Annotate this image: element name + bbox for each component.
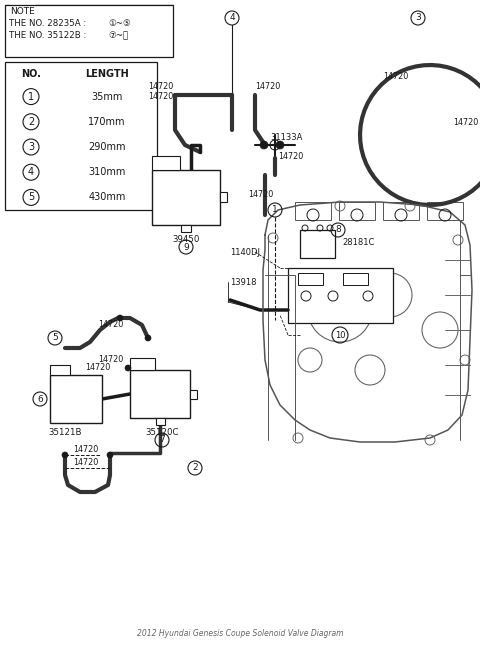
Circle shape bbox=[62, 452, 68, 458]
Text: 1140DJ: 1140DJ bbox=[230, 248, 260, 257]
Bar bbox=[220, 192, 227, 202]
Text: 1: 1 bbox=[272, 205, 278, 214]
Text: 14720: 14720 bbox=[453, 118, 478, 127]
Text: 14720: 14720 bbox=[98, 355, 123, 364]
Text: 3: 3 bbox=[28, 142, 34, 152]
Text: 8: 8 bbox=[335, 226, 341, 235]
Circle shape bbox=[145, 335, 151, 341]
Text: 170mm: 170mm bbox=[88, 117, 126, 127]
Text: LENGTH: LENGTH bbox=[85, 69, 129, 79]
Text: ⑦~⑪: ⑦~⑪ bbox=[108, 31, 128, 40]
Text: 5: 5 bbox=[52, 334, 58, 343]
Text: THE NO. 28235A :: THE NO. 28235A : bbox=[9, 19, 86, 28]
Circle shape bbox=[117, 315, 123, 321]
Text: NOTE: NOTE bbox=[10, 7, 35, 16]
Text: 28181C: 28181C bbox=[342, 238, 374, 247]
Text: 6: 6 bbox=[37, 395, 43, 404]
Circle shape bbox=[260, 141, 268, 149]
Bar bbox=[190, 390, 197, 399]
Bar bbox=[152, 170, 220, 225]
Text: ①~⑤: ①~⑤ bbox=[108, 19, 131, 28]
Text: 7: 7 bbox=[159, 435, 165, 445]
Bar bbox=[427, 202, 463, 220]
Text: 14720: 14720 bbox=[73, 445, 98, 454]
Text: NO.: NO. bbox=[21, 69, 41, 79]
Text: 14720: 14720 bbox=[148, 82, 173, 91]
Text: 2012 Hyundai Genesis Coupe Solenoid Valve Diagram: 2012 Hyundai Genesis Coupe Solenoid Valv… bbox=[137, 629, 343, 638]
Text: 290mm: 290mm bbox=[88, 142, 126, 152]
Bar bbox=[298, 273, 323, 285]
Bar bbox=[50, 375, 102, 423]
Bar bbox=[383, 202, 419, 220]
Circle shape bbox=[125, 365, 131, 371]
Text: 14720: 14720 bbox=[248, 190, 273, 199]
Text: 4: 4 bbox=[229, 14, 235, 23]
Bar bbox=[130, 370, 190, 418]
Text: 4: 4 bbox=[28, 167, 34, 177]
Bar bbox=[339, 202, 375, 220]
Circle shape bbox=[276, 141, 284, 149]
Text: 35121B: 35121B bbox=[48, 428, 82, 437]
Bar bbox=[295, 202, 331, 220]
Bar bbox=[5, 62, 157, 210]
Text: 35120C: 35120C bbox=[145, 428, 179, 437]
Bar bbox=[343, 273, 368, 285]
Text: 1: 1 bbox=[28, 91, 34, 102]
Text: 13918: 13918 bbox=[230, 278, 256, 287]
Text: 14720: 14720 bbox=[73, 458, 98, 467]
Text: 430mm: 430mm bbox=[88, 192, 126, 202]
Text: 2: 2 bbox=[192, 463, 198, 472]
Bar bbox=[300, 230, 335, 258]
Text: 14720: 14720 bbox=[148, 92, 173, 101]
Bar bbox=[156, 418, 165, 425]
Text: 2: 2 bbox=[28, 117, 34, 127]
Text: 39450: 39450 bbox=[172, 235, 200, 244]
Text: 10: 10 bbox=[335, 330, 345, 340]
Bar bbox=[50, 365, 70, 375]
Text: 14720: 14720 bbox=[383, 72, 408, 81]
Text: 5: 5 bbox=[28, 192, 34, 202]
Bar bbox=[181, 225, 191, 232]
Text: 9: 9 bbox=[183, 242, 189, 251]
Bar bbox=[152, 156, 180, 170]
Text: 310mm: 310mm bbox=[88, 167, 126, 177]
Text: 14720: 14720 bbox=[85, 363, 110, 372]
Circle shape bbox=[107, 452, 113, 458]
Bar bbox=[288, 268, 393, 323]
Text: 31133A: 31133A bbox=[270, 133, 302, 142]
Text: 14720: 14720 bbox=[98, 320, 123, 329]
Text: 14720: 14720 bbox=[255, 82, 280, 91]
Bar bbox=[5, 5, 173, 57]
Text: 35mm: 35mm bbox=[91, 91, 123, 102]
Bar bbox=[130, 358, 155, 370]
Text: 3: 3 bbox=[415, 14, 421, 23]
Text: 14720: 14720 bbox=[278, 152, 303, 161]
Text: THE NO. 35122B :: THE NO. 35122B : bbox=[9, 31, 86, 40]
